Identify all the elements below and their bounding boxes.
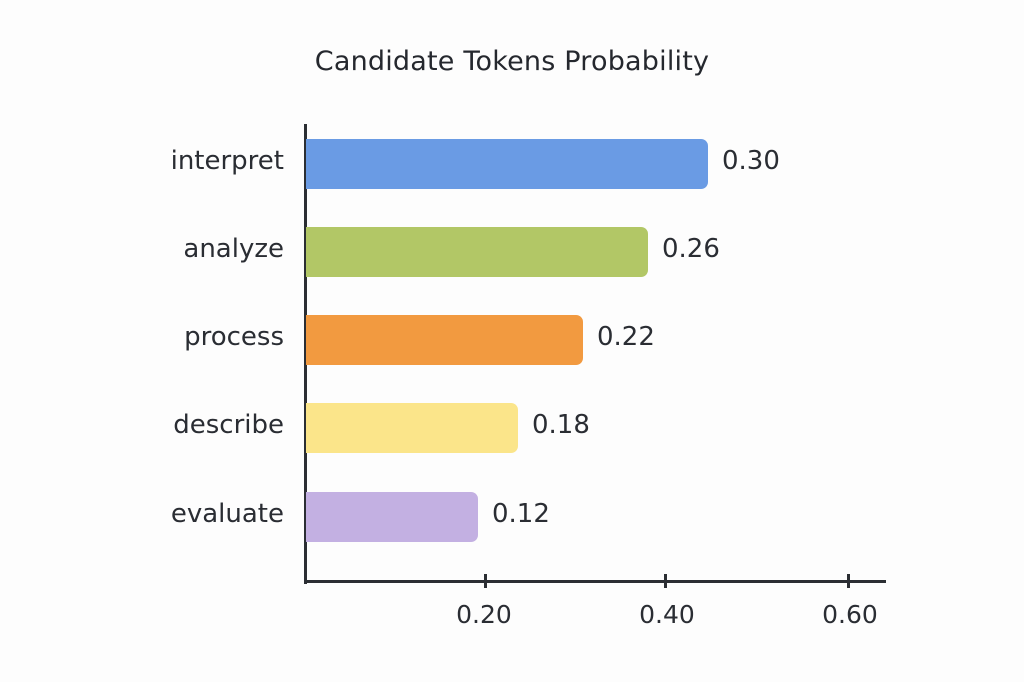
value-label-evaluate: 0.12 (492, 499, 550, 529)
y-axis-line (304, 124, 307, 584)
category-label-evaluate: evaluate (170, 499, 284, 529)
x-tick-label-1: 0.40 (639, 600, 695, 629)
chart-title: Candidate Tokens Probability (314, 46, 710, 77)
category-label-process: process (184, 322, 284, 352)
bar-describe (306, 403, 518, 453)
bar-process (306, 315, 583, 365)
value-label-analyze: 0.26 (662, 234, 720, 264)
x-tick-2 (847, 574, 850, 588)
value-label-process: 0.22 (597, 322, 655, 352)
bar-evaluate (306, 492, 478, 542)
bar-interpret (306, 139, 708, 189)
bar-analyze (306, 227, 648, 277)
value-label-interpret: 0.30 (722, 146, 780, 176)
category-label-interpret: interpret (170, 146, 284, 176)
category-label-analyze: analyze (183, 234, 284, 264)
x-axis-line (304, 580, 886, 583)
x-tick-0 (484, 574, 487, 588)
value-label-describe: 0.18 (532, 410, 590, 440)
x-tick-label-0: 0.20 (456, 600, 512, 629)
x-tick-1 (664, 574, 667, 588)
x-tick-label-2: 0.60 (822, 600, 878, 629)
category-label-describe: describe (173, 410, 284, 440)
